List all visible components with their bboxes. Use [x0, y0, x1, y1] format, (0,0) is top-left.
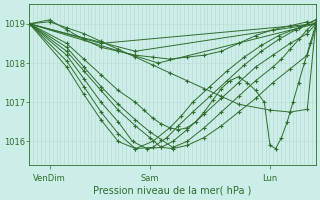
X-axis label: Pression niveau de la mer( hPa ): Pression niveau de la mer( hPa ): [93, 186, 252, 196]
